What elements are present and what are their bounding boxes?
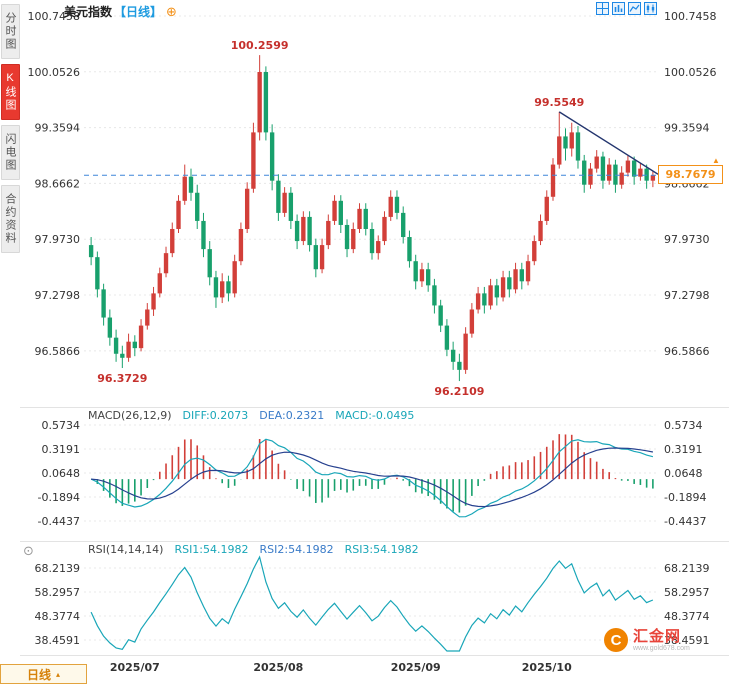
macd-diff-value: DIFF:0.2073 [182, 409, 249, 422]
brand-site: www.gold678.com [633, 644, 690, 652]
annotation-aug-high: 100.2599 [230, 39, 289, 53]
axis-tick-label: 38.4591 [35, 634, 81, 647]
panel-divider [20, 655, 729, 656]
panel-divider [20, 407, 729, 408]
axis-tick-label: 97.9730 [664, 233, 710, 246]
axis-tick-label: 68.2139 [35, 562, 81, 575]
axis-tick-label: 48.3774 [35, 610, 81, 623]
split-panels-icon[interactable] [596, 2, 609, 15]
period-label: 【日线】 [114, 5, 163, 19]
indicator-toggle-icon[interactable]: ⊙ [23, 543, 34, 558]
axis-tick-label: 100.7458 [664, 10, 717, 23]
settings-icon[interactable]: ⊕ [166, 3, 177, 19]
rsi3-value: RSI3:54.1982 [344, 543, 419, 556]
page-title: 美元指数 [64, 5, 113, 19]
axis-tick-label: 58.2957 [664, 586, 710, 599]
rsi-header: RSI(14,14,14) RSI1:54.1982 RSI2:54.1982 … [88, 543, 419, 556]
panel-divider [20, 541, 729, 542]
axis-tick-label: 38.4591 [664, 634, 710, 647]
period-tab-label: 日线 [26, 667, 51, 682]
axis-tick-label: 58.2957 [35, 586, 81, 599]
rsi-title: RSI(14,14,14) [88, 543, 164, 556]
axis-tick-label: 0.3191 [664, 443, 703, 456]
sidebar: 分时图 K线图 闪电图 合约资料 [1, 4, 20, 253]
price-up-arrow-icon: ▲ [712, 156, 720, 166]
x-axis-label: 2025/10 [521, 661, 572, 674]
annotation-oct-high: 99.5549 [534, 95, 585, 109]
axis-tick-label: 100.7458 [28, 10, 81, 23]
overlay-layer [84, 111, 659, 176]
axis-tick-label: 100.0526 [664, 66, 717, 79]
sidebar-item-time-chart[interactable]: 分时图 [1, 4, 20, 59]
grid-layer [84, 15, 658, 641]
axis-tick-label: 99.3594 [35, 122, 81, 135]
axis-tick-label: -0.1894 [664, 491, 706, 504]
axis-tick-label: -0.4437 [38, 515, 80, 528]
current-price-badge: 98.7679 [658, 165, 723, 185]
axis-tick-label: 68.2139 [664, 562, 710, 575]
line-chart-icon[interactable] [628, 2, 641, 15]
column-chart-icon[interactable] [612, 2, 625, 15]
sidebar-item-contract-info[interactable]: 合约资料 [1, 185, 20, 253]
axis-tick-label: -0.4437 [664, 515, 706, 528]
chart-header: 美元指数 【日线】 ⊕ [64, 3, 177, 20]
axis-tick-label: 97.2798 [664, 289, 710, 302]
macd-dea-value: DEA:0.2321 [259, 409, 325, 422]
axis-tick-label: 96.5866 [664, 345, 710, 358]
macd-header: MACD(26,12,9) DIFF:0.2073 DEA:0.2321 MAC… [88, 409, 414, 422]
x-axis-label: 2025/08 [253, 661, 304, 674]
axis-tick-label: 96.5866 [35, 345, 81, 358]
x-axis-label: 2025/07 [109, 661, 160, 674]
axis-tick-label: -0.1894 [38, 491, 80, 504]
axis-tick-label: 0.3191 [42, 443, 81, 456]
axis-tick-label: 0.5734 [42, 419, 81, 432]
candle-chart-icon[interactable] [644, 2, 657, 15]
chart-toolbar [596, 2, 657, 15]
series-layer [88, 55, 656, 652]
axis-tick-label: 100.0526 [28, 66, 81, 79]
watermark: C 汇金网 www.gold678.com [604, 628, 690, 652]
axis-tick-label: 48.3774 [664, 610, 710, 623]
axis-tick-label: 98.6662 [35, 177, 81, 190]
axis-tick-label: 0.0648 [42, 467, 81, 480]
macd-macd-value: MACD:-0.0495 [335, 409, 415, 422]
rsi1-value: RSI1:54.1982 [174, 543, 249, 556]
axis-tick-label: 97.9730 [35, 233, 81, 246]
axis-tick-label: 97.2798 [35, 289, 81, 302]
sidebar-item-kline-chart[interactable]: K线图 [1, 64, 20, 120]
axis-tick-label: 0.0648 [664, 467, 703, 480]
period-selector-tab[interactable]: 日线 ▴ [0, 664, 87, 684]
axis-tick-label: 99.3594 [664, 122, 710, 135]
sidebar-item-lightning-chart[interactable]: 闪电图 [1, 125, 20, 180]
x-axis-label: 2025/09 [390, 661, 441, 674]
axis-tick-label: 0.5734 [664, 419, 703, 432]
annotation-sep-low: 96.2109 [434, 385, 485, 399]
brand-logo-icon: C [604, 628, 628, 652]
annotation-jul-low: 96.3729 [97, 372, 148, 386]
rsi2-value: RSI2:54.1982 [259, 543, 334, 556]
brand-name: 汇金网 [633, 627, 682, 645]
macd-title: MACD(26,12,9) [88, 409, 172, 422]
caret-up-icon: ▴ [56, 669, 61, 679]
